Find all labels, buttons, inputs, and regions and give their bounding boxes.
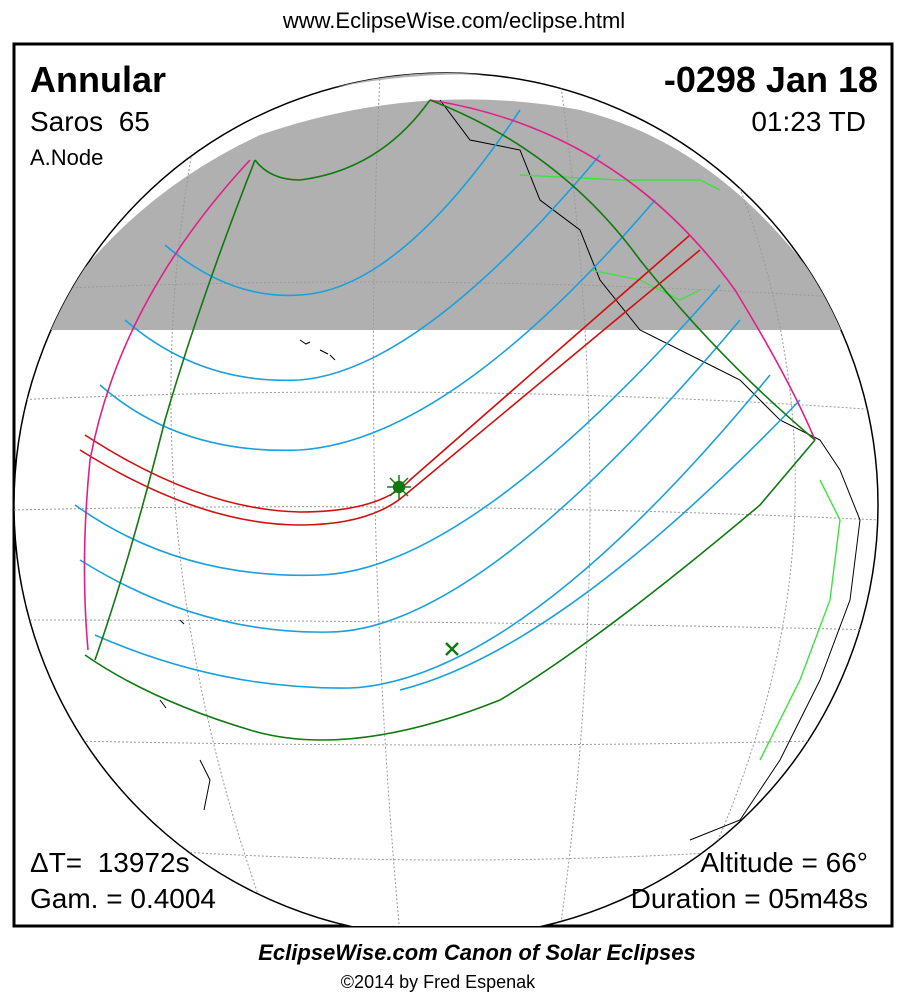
date: -0298 Jan 18 (664, 59, 878, 100)
coastlines (159, 99, 861, 841)
greatest-eclipse (387, 475, 411, 499)
subsolar-point (445, 642, 459, 656)
map (14, 72, 879, 926)
path-limit (84, 234, 691, 513)
penumbra-limit (254, 99, 431, 181)
footer-title: EclipseWise.com Canon of Solar Eclipses (258, 940, 696, 965)
penumbra-limit (94, 159, 256, 661)
rise-set-curve (429, 99, 816, 441)
country-borders (519, 174, 841, 761)
delta-t: ΔT= 13972s (30, 847, 190, 878)
rise-set-curve (83, 159, 251, 651)
credit: ©2014 by Fred Espenak (341, 972, 536, 992)
saros: Saros 65 (30, 106, 150, 137)
duration: Duration = 05m48s (631, 883, 868, 914)
penumbra-limit (429, 99, 816, 441)
altitude: Altitude = 66° (700, 847, 868, 878)
graticule (14, 74, 878, 926)
isolines (74, 109, 801, 691)
time: 01:23 TD (751, 106, 866, 137)
node: A.Node (30, 145, 103, 170)
eclipse-type: Annular (30, 59, 166, 100)
url: www.EclipseWise.com/eclipse.html (282, 8, 625, 33)
penumbra-limit (84, 439, 816, 741)
gamma: Gam. = 0.4004 (30, 883, 216, 914)
path-limit (79, 249, 701, 526)
